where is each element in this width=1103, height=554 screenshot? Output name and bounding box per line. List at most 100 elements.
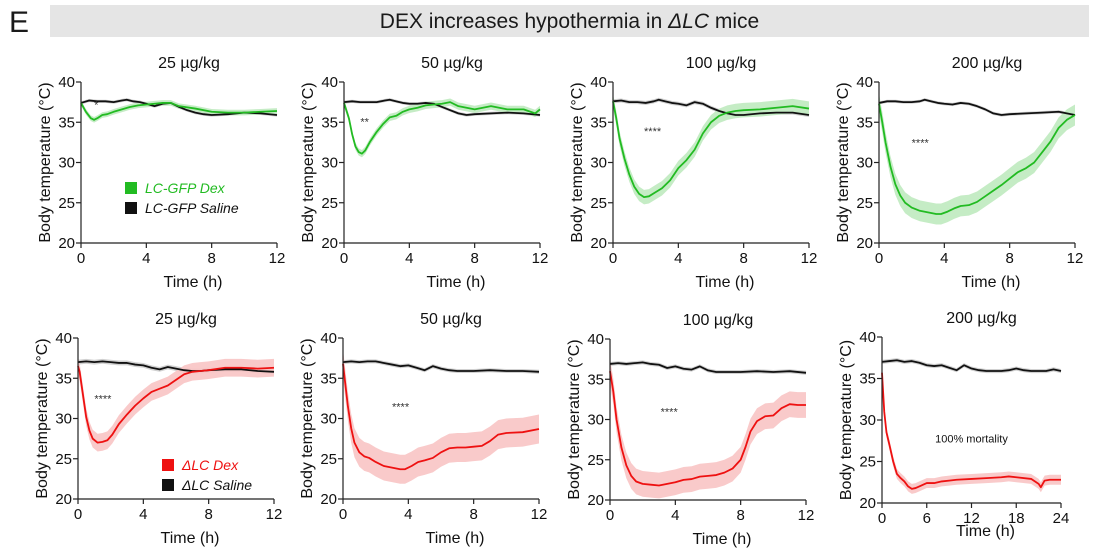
y-tick-label: 25 xyxy=(856,195,873,212)
saline-mean-line xyxy=(80,98,278,116)
chart-panel-7: 100 µg/kg 20 25 30 35 40 0 4 8 12 Time (h) Body tem… xyxy=(566,312,814,548)
figure-title-bar: DEX increases hypothermia in ΔLC mice xyxy=(50,5,1089,37)
legend-swatch xyxy=(125,182,137,194)
y-tick-label: 20 xyxy=(320,491,337,508)
y-tick-label: 25 xyxy=(320,451,337,468)
x-tick-label: 8 xyxy=(204,506,212,523)
dex-mean-line xyxy=(343,101,541,155)
x-tick-label: 4 xyxy=(139,506,147,523)
x-tick-label: 12 xyxy=(801,250,818,267)
dex-mean-line xyxy=(609,371,806,487)
y-tick-label: 35 xyxy=(856,114,873,131)
x-tick-label: 0 xyxy=(74,506,82,523)
y-tick-label: 35 xyxy=(58,114,75,131)
x-tick-label: 4 xyxy=(142,250,150,267)
y-tick-label: 20 xyxy=(55,491,72,508)
x-tick-label: 0 xyxy=(609,250,617,267)
x-tick-label: 4 xyxy=(940,250,948,267)
y-axis-title: Body temperature (°C) xyxy=(300,82,317,242)
y-axis-title: Body temperature (°C) xyxy=(37,82,54,242)
saline-mean-line xyxy=(878,98,1076,116)
dex-mean-line xyxy=(80,102,278,121)
saline-mean-line xyxy=(342,360,540,373)
y-tick-label: 35 xyxy=(590,114,607,131)
y-tick-label: 30 xyxy=(590,155,607,172)
x-axis-title: Time (h) xyxy=(427,274,486,291)
title-genotype: ΔLC xyxy=(668,10,710,33)
x-axis-title: Time (h) xyxy=(693,531,752,548)
saline-mean-line xyxy=(881,359,1062,372)
x-tick-label: 0 xyxy=(875,250,883,267)
x-tick-label: 0 xyxy=(878,510,886,527)
x-axis-title: Time (h) xyxy=(696,274,755,291)
chart-panel-6: 50 µg/kg 20 25 30 35 40 0 4 8 12 Time (h) Body temp… xyxy=(299,311,547,547)
y-axis-title: Body temperature (°C) xyxy=(34,338,51,498)
y-tick-label: 25 xyxy=(321,195,338,212)
panel-title: 100 µg/kg xyxy=(686,55,757,72)
panel-letter: E xyxy=(9,6,30,39)
y-tick-label: 35 xyxy=(55,370,72,387)
y-tick-label: 20 xyxy=(859,495,876,512)
dex-mean-line xyxy=(612,101,810,199)
panel-title: 100 µg/kg xyxy=(683,312,754,329)
x-tick-label: 12 xyxy=(531,506,548,523)
dex-sem-band xyxy=(610,358,806,499)
y-tick-label: 40 xyxy=(58,74,75,91)
y-tick-label: 35 xyxy=(587,371,604,388)
saline-mean-line xyxy=(343,98,541,116)
y-tick-label: 30 xyxy=(55,411,72,428)
y-tick-label: 25 xyxy=(859,454,876,471)
x-tick-label: 0 xyxy=(77,250,85,267)
legend-bottom: ΔLC Dex ΔLC Saline xyxy=(162,457,252,493)
y-axis-title: Body temperature (°C) xyxy=(569,82,586,242)
legend-label: LC-GFP Saline xyxy=(145,200,239,216)
chart-panel-4: 200 µg/kg 20 25 30 35 40 0 4 8 12 Time (h) Body tem… xyxy=(835,55,1083,291)
y-tick-label: 25 xyxy=(55,451,72,468)
significance-marker: **** xyxy=(644,126,662,138)
chart-panel-2: 50 µg/kg 20 25 30 35 40 0 4 8 12 Time (h) Body temp… xyxy=(300,55,548,291)
y-tick-label: 40 xyxy=(590,74,607,91)
x-axis-title: Time (h) xyxy=(164,274,223,291)
y-tick-label: 40 xyxy=(856,74,873,91)
x-tick-label: 12 xyxy=(266,506,283,523)
y-tick-label: 40 xyxy=(55,330,72,347)
y-tick-label: 30 xyxy=(859,412,876,429)
y-tick-label: 40 xyxy=(320,330,337,347)
legend-swatch xyxy=(162,479,174,491)
y-tick-label: 35 xyxy=(320,370,337,387)
y-axis-title: Body temperature (°C) xyxy=(299,338,316,498)
x-tick-label: 4 xyxy=(674,250,682,267)
legend-label: ΔLC Saline xyxy=(181,477,252,493)
x-tick-label: 12 xyxy=(532,250,549,267)
legend-swatch xyxy=(162,459,174,471)
y-tick-label: 20 xyxy=(58,235,75,252)
dex-sem-band xyxy=(882,367,1061,494)
x-tick-label: 8 xyxy=(1005,250,1013,267)
dex-mean-line xyxy=(342,363,540,471)
dex-mean-line xyxy=(881,372,1061,490)
significance-marker: **** xyxy=(912,137,930,149)
panel-title: 200 µg/kg xyxy=(952,55,1023,72)
x-tick-label: 12 xyxy=(1067,250,1084,267)
significance-marker: **** xyxy=(661,406,679,418)
chart-panel-1: 25 µg/kg 20 25 30 35 40 0 4 8 12 Time (h) Body temp… xyxy=(37,55,285,291)
legend-label: LC-GFP Dex xyxy=(145,180,226,196)
x-axis-title: Time (h) xyxy=(426,530,485,547)
x-tick-label: 8 xyxy=(207,250,215,267)
y-tick-label: 35 xyxy=(321,114,338,131)
x-tick-label: 12 xyxy=(269,250,286,267)
legend-top: LC-GFP Dex LC-GFP Saline xyxy=(125,180,239,216)
x-tick-label: 0 xyxy=(340,250,348,267)
figure-title: DEX increases hypothermia in ΔLC mice xyxy=(50,10,1089,34)
y-tick-label: 25 xyxy=(58,195,75,212)
chart-panel-3: 100 µg/kg 20 25 30 35 40 0 4 8 12 Time (h) Body tem… xyxy=(569,55,817,291)
y-tick-label: 20 xyxy=(856,235,873,252)
y-tick-label: 20 xyxy=(590,235,607,252)
dex-sem-band xyxy=(343,349,539,484)
y-axis-title: Body temperature (°C) xyxy=(838,340,855,500)
panel-title: 25 µg/kg xyxy=(158,55,220,72)
x-tick-label: 12 xyxy=(798,507,815,524)
x-tick-label: 6 xyxy=(923,510,931,527)
mortality-annotation: 100% mortality xyxy=(935,433,1008,445)
